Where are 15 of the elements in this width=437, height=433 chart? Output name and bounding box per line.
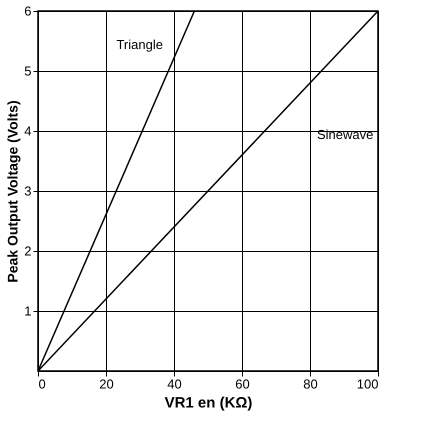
- x-axis-title: VR1 en (KΩ): [164, 394, 252, 412]
- series-label: Triangle: [116, 37, 163, 52]
- x-tick-label: 80: [303, 376, 318, 392]
- x-tick-label: 100: [356, 376, 378, 392]
- x-tick-label: 60: [235, 376, 250, 392]
- y-axis-title: Peak Output Voltage (Volts): [4, 100, 20, 283]
- y-tick-label: 4: [24, 124, 32, 138]
- y-tick-label: 6: [24, 4, 32, 18]
- x-tick-label: 40: [167, 376, 182, 392]
- y-tick-label: 1: [24, 304, 32, 318]
- y-tick-label: 2: [24, 244, 32, 258]
- y-tick-label: 3: [24, 184, 32, 198]
- x-tick-label: 20: [99, 376, 114, 392]
- x-tick-label: 0: [38, 376, 46, 392]
- y-tick-label: 5: [24, 64, 32, 78]
